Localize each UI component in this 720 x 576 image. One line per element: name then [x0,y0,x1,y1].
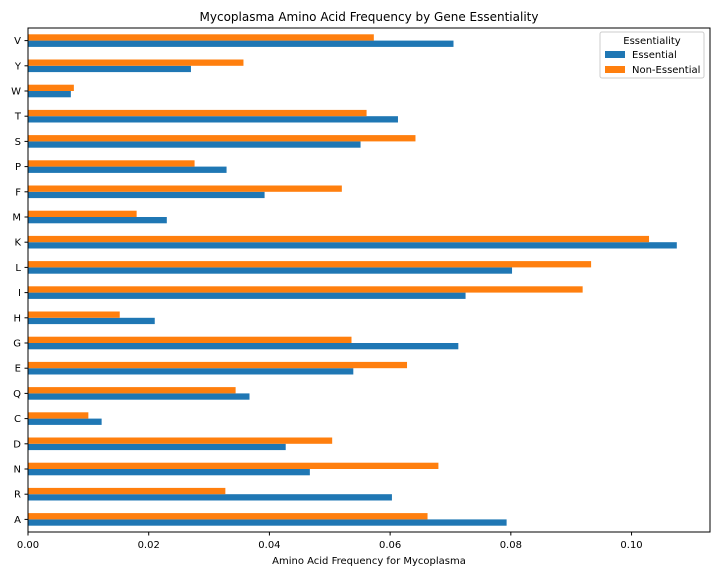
legend-swatch-essential [605,51,625,58]
bar-essential-D [28,443,286,451]
y-tick-label: D [13,439,21,450]
y-tick-label: M [12,213,21,224]
bar-non-essential-Q [28,387,236,394]
bar-essential-M [28,217,167,224]
y-tick-label: N [14,465,21,476]
x-tick-label: 0.08 [500,540,522,551]
bar-non-essential-I [28,286,583,293]
bar-non-essential-R [28,487,226,495]
bar-essential-R [28,494,392,501]
y-tick-label: T [14,112,22,123]
y-tick-label: K [14,238,21,249]
y-tick-label: Q [13,389,21,400]
x-tick-label: 0.04 [258,540,280,551]
y-tick-label: G [13,339,21,350]
y-axis: A R N D C Q E G H I L K M F P S T W Y V [11,36,28,526]
y-tick-label: Y [14,61,22,72]
x-tick-label: 0.06 [379,540,401,551]
y-tick-label: E [15,364,21,375]
legend-title: Essentiality [623,36,681,47]
bar-essential-V [28,40,454,47]
bar-essential-P [28,166,227,173]
legend: Essentiality Essential Non-Essential [599,31,705,79]
bars-group [28,34,677,526]
bar-non-essential-C [28,412,89,419]
bar-essential-A [28,519,507,526]
bar-essential-N [28,469,310,476]
y-tick-label: R [14,490,21,501]
y-tick-label: W [11,87,21,98]
bar-essential-C [28,418,102,425]
bar-essential-H [28,317,155,325]
legend-label-non-essential: Non-Essential [632,65,700,76]
bar-non-essential-E [28,361,408,369]
bar-non-essential-T [28,109,367,117]
bar-non-essential-F [28,185,342,192]
legend-swatch-non-essential [605,66,625,73]
bar-non-essential-M [28,210,137,217]
bar-non-essential-P [28,160,195,167]
y-tick-label: A [14,515,21,526]
bar-essential-Y [28,65,191,73]
bar-non-essential-K [28,235,650,243]
plot-frame [27,27,711,533]
bar-essential-L [28,267,513,274]
bar-essential-T [28,116,398,123]
bar-essential-I [28,292,466,299]
x-axis: 0.00 0.02 0.04 0.06 0.08 0.10 [17,532,643,551]
x-axis-label: Amino Acid Frequency for Mycoplasma [272,556,466,567]
bar-non-essential-G [28,336,352,343]
bar-non-essential-S [28,135,416,142]
bar-essential-W [28,91,71,98]
bar-non-essential-H [28,311,120,318]
bar-non-essential-V [28,34,374,41]
bar-essential-E [28,368,354,375]
bar-essential-G [28,343,459,350]
bar-non-essential-L [28,261,592,268]
bar-essential-K [28,242,677,249]
x-tick-label: 0.02 [138,540,160,551]
legend-label-essential: Essential [632,50,677,61]
y-tick-label: H [13,313,21,324]
bar-essential-Q [28,393,250,400]
x-tick-label: 0.10 [620,540,642,551]
y-tick-label: L [15,263,21,274]
y-tick-label: I [18,288,21,299]
bar-non-essential-N [28,462,439,469]
y-tick-label: S [15,137,21,148]
legend-box [599,31,705,79]
bar-non-essential-W [28,84,74,91]
bar-essential-F [28,191,265,199]
chart-title: Mycoplasma Amino Acid Frequency by Gene … [200,10,539,24]
bar-non-essential-D [28,437,333,444]
bar-essential-S [28,141,361,148]
y-tick-label: P [15,162,21,173]
y-tick-label: C [14,414,21,425]
x-tick-label: 0.00 [17,540,39,551]
y-tick-label: F [15,187,21,198]
bar-non-essential-Y [28,59,244,66]
y-tick-label: V [14,36,21,47]
bar-non-essential-A [28,513,428,520]
